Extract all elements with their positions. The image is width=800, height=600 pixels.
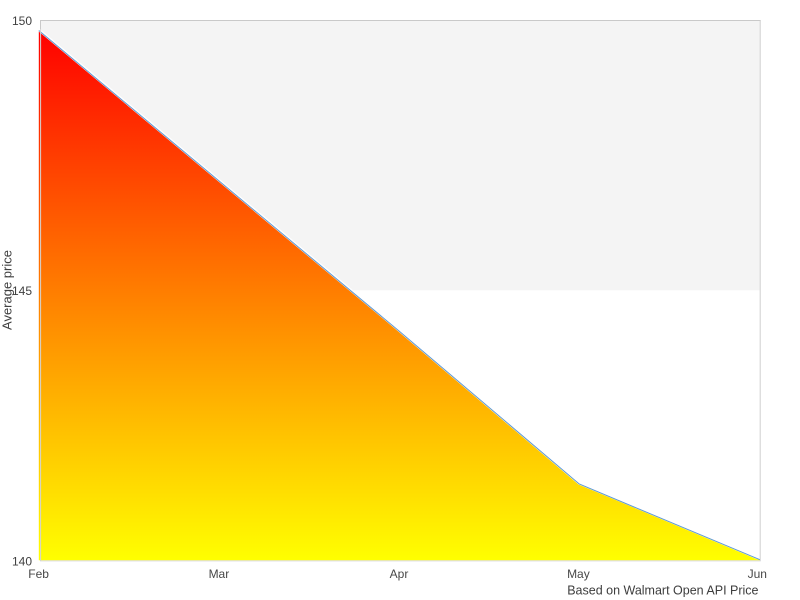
svg-text:140: 140 xyxy=(12,554,32,568)
svg-text:Based on Walmart Open API Pric: Based on Walmart Open API Price xyxy=(567,584,758,598)
svg-text:Feb: Feb xyxy=(28,567,49,581)
svg-text:150: 150 xyxy=(12,14,32,28)
svg-text:Jun: Jun xyxy=(748,567,767,581)
svg-text:Average price: Average price xyxy=(0,250,15,330)
svg-text:145: 145 xyxy=(12,284,32,298)
svg-text:May: May xyxy=(567,567,590,581)
svg-text:Mar: Mar xyxy=(209,567,230,581)
svg-text:Apr: Apr xyxy=(390,567,409,581)
